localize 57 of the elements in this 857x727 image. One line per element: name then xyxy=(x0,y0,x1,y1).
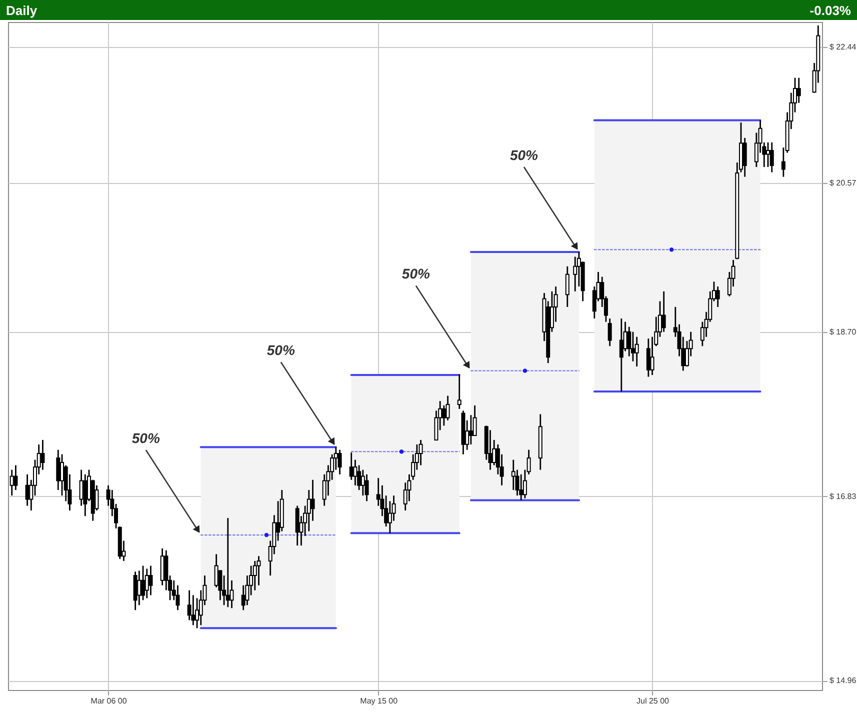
annotation: 50% xyxy=(510,146,539,163)
candlestick xyxy=(468,414,473,446)
candlestick xyxy=(488,429,492,470)
candlestick xyxy=(40,439,45,470)
candlestick xyxy=(716,286,720,308)
text: -0.03% xyxy=(810,2,851,18)
candlestick xyxy=(83,474,88,517)
candlestick xyxy=(770,142,774,173)
x-tick-label: Mar 06 00 xyxy=(90,696,128,706)
candlestick xyxy=(252,560,257,591)
candlestick xyxy=(442,404,446,426)
candlestick xyxy=(148,565,153,596)
point xyxy=(399,450,404,454)
annotation: 50% xyxy=(132,430,160,446)
y-tick-label: $ 22.44 xyxy=(830,42,857,52)
annotation: 50% xyxy=(402,266,430,282)
candlestick xyxy=(338,449,342,476)
candlestick xyxy=(364,474,369,502)
candlestick xyxy=(191,594,196,626)
candlestick xyxy=(295,505,300,546)
annotation: 50% xyxy=(266,342,296,358)
y-tick-label: $ 14.96 xyxy=(830,676,857,686)
chart-title: Daily xyxy=(6,2,38,18)
candlestick xyxy=(418,439,423,466)
candlestick xyxy=(662,290,666,333)
candlestick xyxy=(619,318,624,392)
candlestick xyxy=(144,568,149,599)
candlestick xyxy=(25,474,30,506)
y-tick-label: $ 16.83 xyxy=(830,492,857,501)
candlestick xyxy=(519,474,524,501)
point xyxy=(522,368,528,373)
candlestick xyxy=(256,555,261,586)
candlestick xyxy=(141,565,146,601)
y-tick-label: $ 18.70 xyxy=(830,327,857,336)
x-tick-label: Jul 25 00 xyxy=(636,696,670,706)
candlestick xyxy=(14,464,18,491)
point xyxy=(264,532,269,538)
y-tick-label: $ 20.57 xyxy=(830,178,857,188)
candlestick xyxy=(766,142,770,168)
candlestick xyxy=(646,338,650,378)
candlestick xyxy=(310,479,315,522)
candlestick xyxy=(137,570,142,606)
candlestick xyxy=(608,318,612,347)
candlestick xyxy=(446,395,450,422)
candlestick xyxy=(187,590,192,621)
candlestick xyxy=(565,266,570,308)
candlestick xyxy=(94,484,99,512)
candlestick xyxy=(634,336,639,368)
candlestick xyxy=(176,584,180,611)
point xyxy=(669,247,674,252)
candlestick xyxy=(226,517,230,608)
candlestick xyxy=(742,137,747,178)
candlestick xyxy=(214,553,218,588)
x-tick-label: May 15 00 xyxy=(360,696,398,706)
candlestick xyxy=(796,77,801,104)
candlestick xyxy=(10,469,14,496)
candlestick xyxy=(630,331,635,362)
